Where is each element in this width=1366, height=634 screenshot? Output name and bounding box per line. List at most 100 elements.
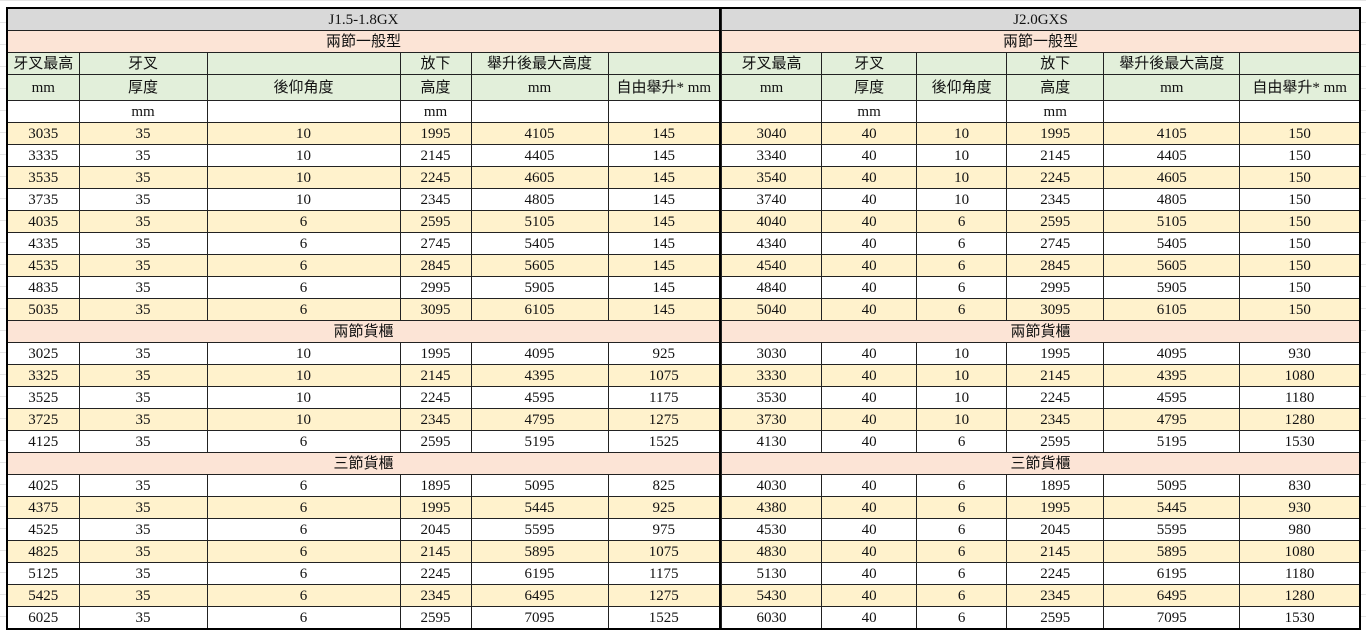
column-header-cell[interactable]: mm <box>399 100 472 123</box>
table-cell[interactable]: 2245 <box>399 386 472 409</box>
table-cell[interactable]: 6 <box>206 584 401 607</box>
table-cell[interactable]: 145 <box>607 122 721 145</box>
column-header-cell[interactable]: mm <box>78 100 208 123</box>
table-cell[interactable]: 35 <box>78 210 208 233</box>
table-cell[interactable]: 145 <box>607 144 721 167</box>
table-cell[interactable]: 7095 <box>1103 606 1241 630</box>
table-cell[interactable]: 1175 <box>607 562 721 585</box>
model-title[interactable]: J1.5-1.8GX <box>6 7 721 31</box>
table-cell[interactable]: 2345 <box>399 584 472 607</box>
table-cell[interactable]: 1525 <box>607 606 721 630</box>
table-cell[interactable]: 6495 <box>470 584 609 607</box>
table-cell[interactable]: 4380 <box>720 496 823 519</box>
table-cell[interactable]: 4030 <box>720 474 823 497</box>
table-cell[interactable]: 35 <box>78 518 208 541</box>
table-cell[interactable]: 40 <box>821 122 918 145</box>
table-cell[interactable]: 925 <box>607 342 721 365</box>
table-cell[interactable]: 10 <box>206 122 401 145</box>
section-title[interactable]: 兩節貨櫃 <box>721 320 1361 343</box>
table-cell[interactable]: 40 <box>821 474 918 497</box>
table-cell[interactable]: 40 <box>821 364 918 387</box>
table-cell[interactable]: 6 <box>916 254 1008 277</box>
column-header-cell[interactable]: 牙叉 <box>78 52 208 75</box>
table-cell[interactable]: 2145 <box>399 364 472 387</box>
table-cell[interactable]: 4095 <box>470 342 609 365</box>
table-cell[interactable]: 40 <box>821 342 918 365</box>
table-cell[interactable]: 40 <box>821 518 918 541</box>
table-cell[interactable]: 35 <box>78 584 208 607</box>
table-cell[interactable]: 1175 <box>607 386 721 409</box>
table-cell[interactable]: 10 <box>916 342 1008 365</box>
table-cell[interactable]: 35 <box>78 386 208 409</box>
table-cell[interactable]: 35 <box>78 122 208 145</box>
table-cell[interactable]: 6 <box>916 430 1008 453</box>
table-cell[interactable]: 6495 <box>1103 584 1241 607</box>
table-cell[interactable]: 2595 <box>1006 430 1105 453</box>
column-header-cell[interactable]: mm <box>720 74 823 101</box>
table-cell[interactable]: 35 <box>78 606 208 630</box>
table-cell[interactable]: 6 <box>916 276 1008 299</box>
table-cell[interactable]: 2345 <box>1006 408 1105 431</box>
table-cell[interactable]: 2745 <box>1006 232 1105 255</box>
table-cell[interactable]: 6 <box>206 254 401 277</box>
table-cell[interactable]: 3030 <box>720 342 823 365</box>
table-cell[interactable]: 4035 <box>6 210 80 233</box>
table-cell[interactable]: 4340 <box>720 232 823 255</box>
table-cell[interactable]: 40 <box>821 562 918 585</box>
table-cell[interactable]: 40 <box>821 144 918 167</box>
table-cell[interactable]: 3535 <box>6 166 80 189</box>
column-header-cell[interactable] <box>607 100 721 123</box>
table-cell[interactable]: 4040 <box>720 210 823 233</box>
table-cell[interactable]: 3325 <box>6 364 80 387</box>
table-cell[interactable]: 3730 <box>720 408 823 431</box>
table-cell[interactable]: 6 <box>206 474 401 497</box>
column-header-cell[interactable]: 厚度 <box>821 74 918 101</box>
table-cell[interactable]: 10 <box>206 408 401 431</box>
table-cell[interactable]: 145 <box>607 276 721 299</box>
table-cell[interactable]: 2595 <box>399 606 472 630</box>
table-cell[interactable]: 2245 <box>1006 166 1105 189</box>
column-header-cell[interactable]: 高度 <box>1006 74 1105 101</box>
column-header-cell[interactable]: mm <box>821 100 918 123</box>
table-cell[interactable]: 145 <box>607 188 721 211</box>
table-cell[interactable]: 4835 <box>6 276 80 299</box>
table-cell[interactable]: 4595 <box>470 386 609 409</box>
table-cell[interactable]: 2145 <box>1006 144 1105 167</box>
table-cell[interactable]: 6195 <box>1103 562 1241 585</box>
table-cell[interactable]: 40 <box>821 254 918 277</box>
table-cell[interactable]: 3340 <box>720 144 823 167</box>
table-cell[interactable]: 4335 <box>6 232 80 255</box>
table-cell[interactable]: 6 <box>916 474 1008 497</box>
table-cell[interactable]: 10 <box>206 188 401 211</box>
table-cell[interactable]: 10 <box>916 188 1008 211</box>
table-cell[interactable]: 6 <box>916 232 1008 255</box>
table-cell[interactable]: 3095 <box>399 298 472 321</box>
column-header-cell[interactable] <box>6 100 80 123</box>
table-cell[interactable]: 6 <box>206 496 401 519</box>
table-cell[interactable]: 5905 <box>1103 276 1241 299</box>
table-cell[interactable]: 5425 <box>6 584 80 607</box>
column-header-cell[interactable]: 放下 <box>399 52 472 75</box>
table-cell[interactable]: 40 <box>821 188 918 211</box>
table-cell[interactable]: 3035 <box>6 122 80 145</box>
table-cell[interactable]: 4125 <box>6 430 80 453</box>
table-cell[interactable]: 930 <box>1239 496 1361 519</box>
column-header-cell[interactable]: 牙叉 <box>821 52 918 75</box>
table-cell[interactable]: 150 <box>1239 144 1361 167</box>
table-cell[interactable]: 150 <box>1239 166 1361 189</box>
table-cell[interactable]: 825 <box>607 474 721 497</box>
table-cell[interactable]: 35 <box>78 562 208 585</box>
table-cell[interactable]: 4130 <box>720 430 823 453</box>
table-cell[interactable]: 7095 <box>470 606 609 630</box>
table-cell[interactable]: 35 <box>78 254 208 277</box>
column-header-cell[interactable]: 舉升後最大高度 <box>1103 52 1241 75</box>
table-cell[interactable]: 6 <box>206 518 401 541</box>
table-cell[interactable]: 2045 <box>1006 518 1105 541</box>
table-cell[interactable]: 925 <box>607 496 721 519</box>
column-header-cell[interactable] <box>1239 100 1361 123</box>
table-cell[interactable]: 10 <box>916 364 1008 387</box>
table-cell[interactable]: 4525 <box>6 518 80 541</box>
table-cell[interactable]: 150 <box>1239 298 1361 321</box>
table-cell[interactable]: 3530 <box>720 386 823 409</box>
column-header-cell[interactable] <box>206 100 401 123</box>
